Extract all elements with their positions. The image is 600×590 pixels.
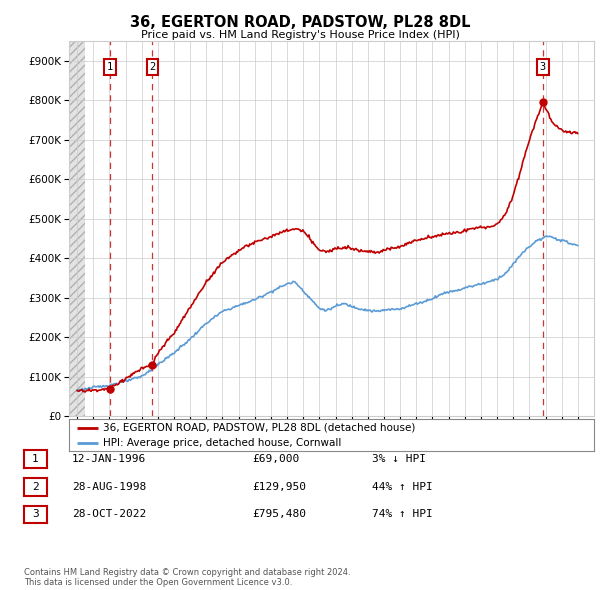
Text: 2: 2: [149, 62, 155, 72]
Text: 1: 1: [107, 62, 113, 72]
Text: 28-AUG-1998: 28-AUG-1998: [72, 482, 146, 491]
Text: 12-JAN-1996: 12-JAN-1996: [72, 454, 146, 464]
Text: 44% ↑ HPI: 44% ↑ HPI: [372, 482, 433, 491]
Text: Contains HM Land Registry data © Crown copyright and database right 2024.
This d: Contains HM Land Registry data © Crown c…: [24, 568, 350, 587]
Text: 1: 1: [32, 454, 39, 464]
Text: £69,000: £69,000: [252, 454, 299, 464]
Text: £795,480: £795,480: [252, 510, 306, 519]
Text: 36, EGERTON ROAD, PADSTOW, PL28 8DL: 36, EGERTON ROAD, PADSTOW, PL28 8DL: [130, 15, 470, 30]
Text: HPI: Average price, detached house, Cornwall: HPI: Average price, detached house, Corn…: [103, 438, 341, 448]
Text: 3: 3: [32, 510, 39, 519]
Text: 36, EGERTON ROAD, PADSTOW, PL28 8DL (detached house): 36, EGERTON ROAD, PADSTOW, PL28 8DL (det…: [103, 422, 415, 432]
Text: Price paid vs. HM Land Registry's House Price Index (HPI): Price paid vs. HM Land Registry's House …: [140, 30, 460, 40]
Text: 74% ↑ HPI: 74% ↑ HPI: [372, 510, 433, 519]
Text: 3: 3: [539, 62, 546, 72]
Text: 28-OCT-2022: 28-OCT-2022: [72, 510, 146, 519]
Text: £129,950: £129,950: [252, 482, 306, 491]
Text: 2: 2: [32, 482, 39, 491]
Text: 3% ↓ HPI: 3% ↓ HPI: [372, 454, 426, 464]
